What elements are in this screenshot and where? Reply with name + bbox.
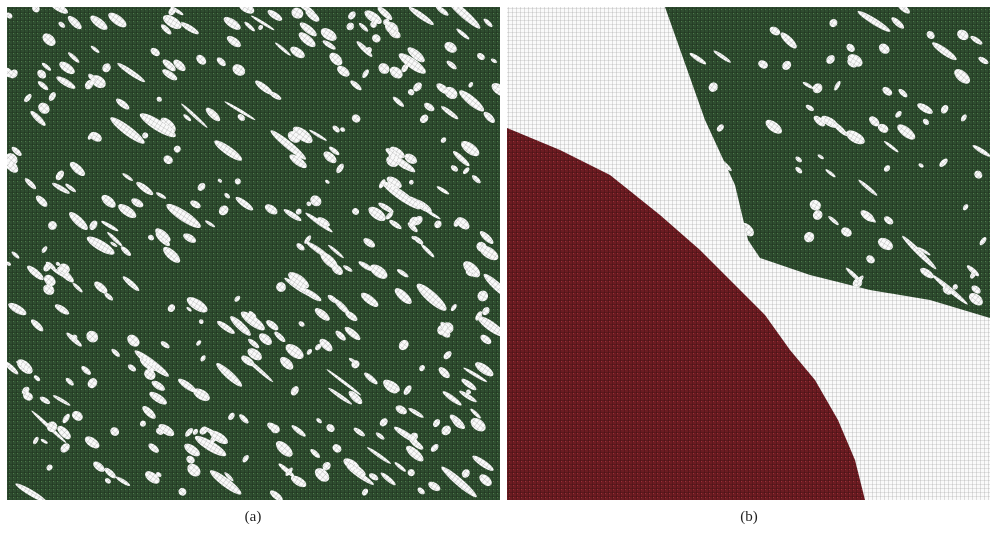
panel-label: (a) <box>245 509 262 525</box>
panel-a <box>1 0 514 505</box>
panel-b <box>507 1 991 500</box>
figure: (a) (b) <box>0 0 992 533</box>
panel-a-background <box>7 7 500 500</box>
panel-label: (b) <box>740 509 758 525</box>
